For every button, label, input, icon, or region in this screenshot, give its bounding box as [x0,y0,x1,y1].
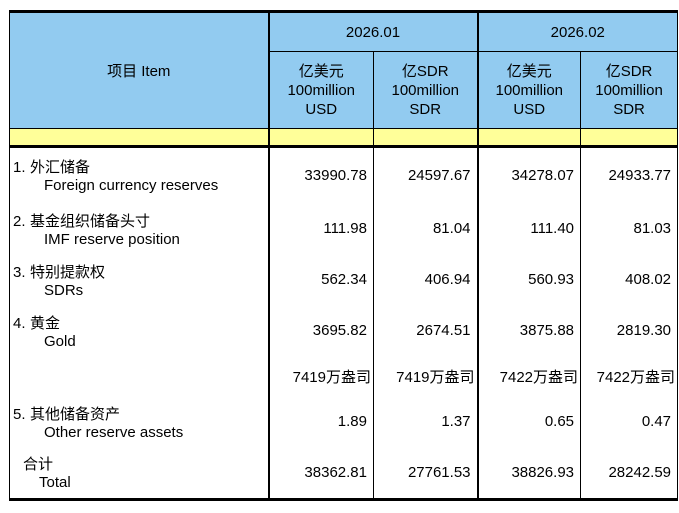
unit-line: 100million [495,81,564,99]
value-cell: 3695.82 [268,304,374,357]
item-cell: 合计 Total [9,446,270,500]
header-unit-row: 亿美元 100million USD 亿SDR 100million SDR 亿… [10,51,678,129]
month-label: 2026.01 [345,23,401,41]
table-row-gold-ounces: 7419万盎司 7419万盎司 7422万盎司 7422万盎司 [9,356,678,397]
table-row-foreign-currency-reserves: 1. 外汇储备 Foreign currency reserves 33990.7… [9,146,678,203]
item-header-label: 项目 Item [107,63,171,80]
table-row-other-reserve-assets: 5. 其他储备资产 Other reserve assets 1.89 1.37 … [9,396,678,447]
value-cell: 111.98 [268,202,374,255]
unit-line: 亿美元 [506,62,552,80]
value-cell: 111.40 [477,202,582,255]
unit-line: SDR [409,100,442,118]
value-cell: 2819.30 [616,322,672,339]
item-label-cn: 其他储备资产 [30,405,121,423]
separator-cell [9,128,270,148]
value-cell: 28242.59 [608,463,672,481]
unit-line: 亿SDR [605,62,653,80]
unit-line: 100million [287,81,356,99]
item-cell [9,356,270,397]
unit-line: 亿美元 [298,62,344,80]
item-label-cn: 外汇储备 [30,159,91,177]
value-cell: 1.37 [373,396,479,447]
separator-cell [373,128,479,148]
yellow-separator-row [9,128,678,148]
unit-header-usd-feb: 亿美元 100million USD [477,51,582,129]
table-row-total: 合计 Total 38362.81 27761.53 38826.93 2824… [9,446,678,500]
item-cell: 1. 外汇储备 Foreign currency reserves [9,146,270,203]
unit-line: SDR [613,100,645,118]
value-cell: 0.47 [641,413,672,430]
item-number: 5. [13,405,26,423]
month-label: 2026.02 [550,23,605,41]
item-number: 1. [13,159,26,177]
item-label-en: IMF reserve position [44,230,180,248]
value-cell: 3875.88 [477,304,582,357]
table-row-sdrs: 3. 特别提款权 SDRs 562.34 406.94 560.93 408.02 [9,254,678,305]
value-cell: 408.02 [625,271,672,288]
value-cell: 7422万盎司 [596,369,676,386]
unit-line: 亿SDR [401,62,449,80]
value-cell: 562.34 [268,254,374,305]
item-label-cn: 基金组织储备头寸 [30,212,151,230]
item-label-cn: 合计 [23,456,54,474]
value-cell: 81.04 [373,202,479,255]
value-cell: 38362.81 [268,446,374,500]
separator-cell [268,128,374,148]
value-cell: 2674.51 [373,304,479,357]
value-cell: 38826.93 [477,446,582,500]
item-cell: 2. 基金组织储备头寸 IMF reserve position [9,202,270,255]
table-row-gold: 4. 黄金 Gold 3695.82 2674.51 3875.88 2819.3… [9,304,678,357]
item-label-en: Gold [44,332,76,350]
value-cell: 0.65 [477,396,582,447]
header-month-row: 项目 Item 2026.01 2026.02 [9,11,678,129]
unit-line: 100million [595,81,663,99]
value-cell: 7422万盎司 [477,356,582,397]
item-number: 2. [13,212,26,230]
item-cell: 3. 特别提款权 SDRs [9,254,270,305]
unit-header-sdr-jan: 亿SDR 100million SDR [373,51,479,129]
value-cell: 24597.67 [373,146,479,203]
item-label-en: SDRs [44,281,84,299]
official-reserve-assets-table: 项目 Item 2026.01 2026.02 亿美元 100million U… [9,10,679,501]
value-cell: 33990.78 [268,146,374,203]
table-row-imf-reserve-position: 2. 基金组织储备头寸 IMF reserve position 111.98 8… [9,202,678,255]
separator-cell [580,128,678,148]
item-label-cn: 黄金 [30,314,61,332]
item-cell: 4. 黄金 Gold [9,304,270,357]
value-cell: 560.93 [477,254,582,305]
item-cell: 5. 其他储备资产 Other reserve assets [9,396,270,447]
item-number: 3. [13,263,26,281]
value-cell: 27761.53 [373,446,479,500]
value-cell: 406.94 [373,254,479,305]
unit-header-usd-jan: 亿美元 100million USD [268,51,374,129]
unit-line: USD [305,100,338,118]
value-cell: 24933.77 [608,166,672,184]
month-header-2026-02: 2026.02 [477,11,678,52]
value-cell: 34278.07 [477,146,582,203]
item-number: 4. [13,314,26,332]
value-cell: 7419万盎司 [268,356,374,397]
unit-line: USD [513,100,546,118]
value-cell: 7419万盎司 [373,356,479,397]
item-label-en: Other reserve assets [44,423,184,441]
item-column-header: 项目 Item [9,11,270,129]
item-label-cn: 特别提款权 [30,263,106,281]
unit-line: 100million [391,81,460,99]
value-cell: 1.89 [268,396,374,447]
month-header-2026-01: 2026.01 [268,11,479,52]
separator-cell [477,128,582,148]
item-label-en: Total [39,474,71,492]
value-cell: 81.03 [633,220,672,237]
item-label-en: Foreign currency reserves [44,177,219,195]
unit-header-sdr-feb: 亿SDR 100million SDR [580,51,678,129]
